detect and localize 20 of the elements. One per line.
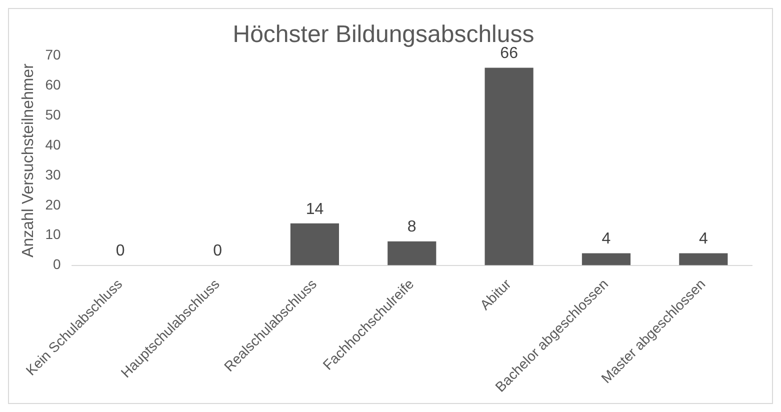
y-tick-label: 20 (45, 196, 61, 212)
bar (484, 68, 534, 266)
data-label: 4 (698, 230, 708, 248)
data-label: 4 (602, 230, 611, 248)
bar (290, 223, 340, 266)
data-label: 0 (213, 242, 222, 260)
bar (582, 253, 631, 266)
y-tick-label: 70 (45, 46, 61, 63)
y-tick-label: 30 (45, 166, 61, 182)
bar (388, 241, 436, 266)
data-label: 8 (407, 218, 416, 236)
y-tick-label: 10 (45, 226, 61, 242)
data-label: 14 (306, 200, 324, 218)
y-tick-label: 40 (45, 136, 61, 152)
y-tick-label: 0 (52, 256, 61, 272)
y-tick-label: 60 (45, 76, 61, 93)
data-label: 0 (116, 242, 125, 260)
bar (679, 253, 728, 266)
y-tick-label: 50 (45, 106, 61, 123)
y-axis-title: Anzahl Versuchsteilnehmer (20, 62, 38, 258)
